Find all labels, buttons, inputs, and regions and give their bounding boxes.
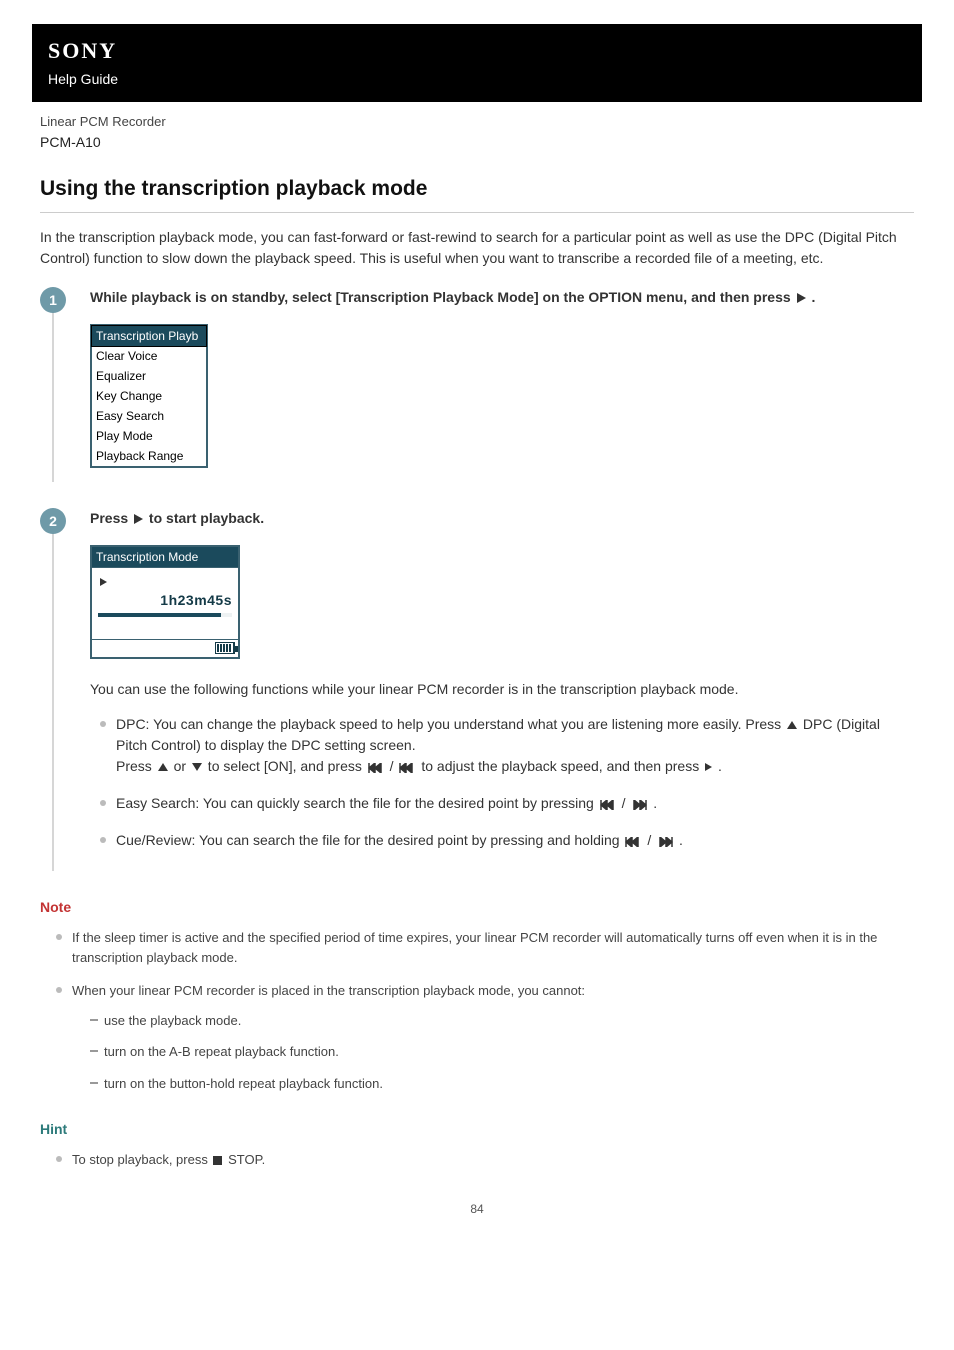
play-icon <box>134 514 143 524</box>
bullet-dpc: DPC: You can change the playback speed t… <box>100 714 914 777</box>
function-list: DPC: You can change the playback speed t… <box>90 714 914 851</box>
page-number: 84 <box>40 1200 914 1218</box>
option-menu-mock: Transcription Playb Clear Voice Equalize… <box>90 324 208 468</box>
tmode-header: Transcription Mode <box>92 547 238 568</box>
product-line: Linear PCM Recorder <box>40 112 914 132</box>
menu-item-play-mode: Play Mode <box>92 426 206 446</box>
note-list: If the sleep timer is active and the spe… <box>40 928 914 1093</box>
menu-item-equalizer: Equalizer <box>92 366 206 386</box>
up-icon <box>158 763 168 771</box>
note-item-1: If the sleep timer is active and the spe… <box>56 928 914 967</box>
menu-item-transcription: Transcription Playb <box>91 325 207 347</box>
battery-icon <box>215 642 235 654</box>
product-model: PCM-A10 <box>40 132 914 153</box>
menu-item-key-change: Key Change <box>92 386 206 406</box>
note-title: Note <box>40 897 914 918</box>
progress-bar <box>98 613 232 617</box>
step-2: 2 Press to start playback. Transcription… <box>52 508 914 871</box>
menu-item-easy-search: Easy Search <box>92 406 206 426</box>
tmode-footer <box>92 639 238 657</box>
intro-paragraph: In the transcription playback mode, you … <box>40 227 914 269</box>
bullet-cue-review: Cue/Review: You can search the file for … <box>100 830 914 851</box>
help-guide-label: Help Guide <box>48 69 906 90</box>
menu-item-playback-range: Playback Range <box>92 446 206 466</box>
note-item-2: When your linear PCM recorder is placed … <box>56 981 914 1093</box>
menu-item-clear-voice: Clear Voice <box>92 346 206 366</box>
hint-title: Hint <box>40 1119 914 1140</box>
note-sub-3: turn on the button-hold repeat playback … <box>90 1074 914 1094</box>
header-bar: SONY Help Guide <box>32 24 922 102</box>
tmode-body: 1h23m45s <box>92 568 238 639</box>
play-icon <box>797 293 806 303</box>
forward-icon <box>631 795 647 813</box>
page-title: Using the transcription playback mode <box>40 173 914 205</box>
forward-icon <box>657 832 673 850</box>
down-icon <box>192 763 202 771</box>
rewind-icon <box>368 758 384 776</box>
transcription-mode-mock: Transcription Mode 1h23m45s <box>90 545 240 659</box>
step-1-number: 1 <box>40 287 66 313</box>
step-2-title: Press to start playback. <box>90 508 914 529</box>
play-icon <box>100 578 107 586</box>
tmode-time: 1h23m45s <box>98 590 232 611</box>
rewind-icon <box>625 832 641 850</box>
bullet-easy-search: Easy Search: You can quickly search the … <box>100 793 914 814</box>
step-2-title-pre: Press <box>90 510 132 526</box>
divider <box>40 212 914 213</box>
step-1-title-pre: While playback is on standby, select [Tr… <box>90 289 795 305</box>
note-block: Note If the sleep timer is active and th… <box>40 897 914 1093</box>
brand-logo: SONY <box>48 34 906 67</box>
note-sublist: use the playback mode. turn on the A-B r… <box>72 1011 914 1094</box>
functions-description: You can use the following functions whil… <box>90 679 914 700</box>
hint-block: Hint To stop playback, press STOP. <box>40 1119 914 1170</box>
play-icon <box>705 763 712 771</box>
step-1-title-post: . <box>808 289 816 305</box>
hint-item-1: To stop playback, press STOP. <box>56 1150 914 1170</box>
up-icon <box>787 721 797 729</box>
hint-list: To stop playback, press STOP. <box>40 1150 914 1170</box>
step-1: 1 While playback is on standby, select [… <box>52 287 914 482</box>
rewind-icon <box>600 795 616 813</box>
stop-icon <box>213 1156 222 1165</box>
step-1-title: While playback is on standby, select [Tr… <box>90 287 914 308</box>
note-sub-1: use the playback mode. <box>90 1011 914 1031</box>
step-2-title-post: to start playback. <box>145 510 264 526</box>
forward-icon <box>399 758 415 776</box>
step-2-number: 2 <box>40 508 66 534</box>
note-sub-2: turn on the A-B repeat playback function… <box>90 1042 914 1062</box>
